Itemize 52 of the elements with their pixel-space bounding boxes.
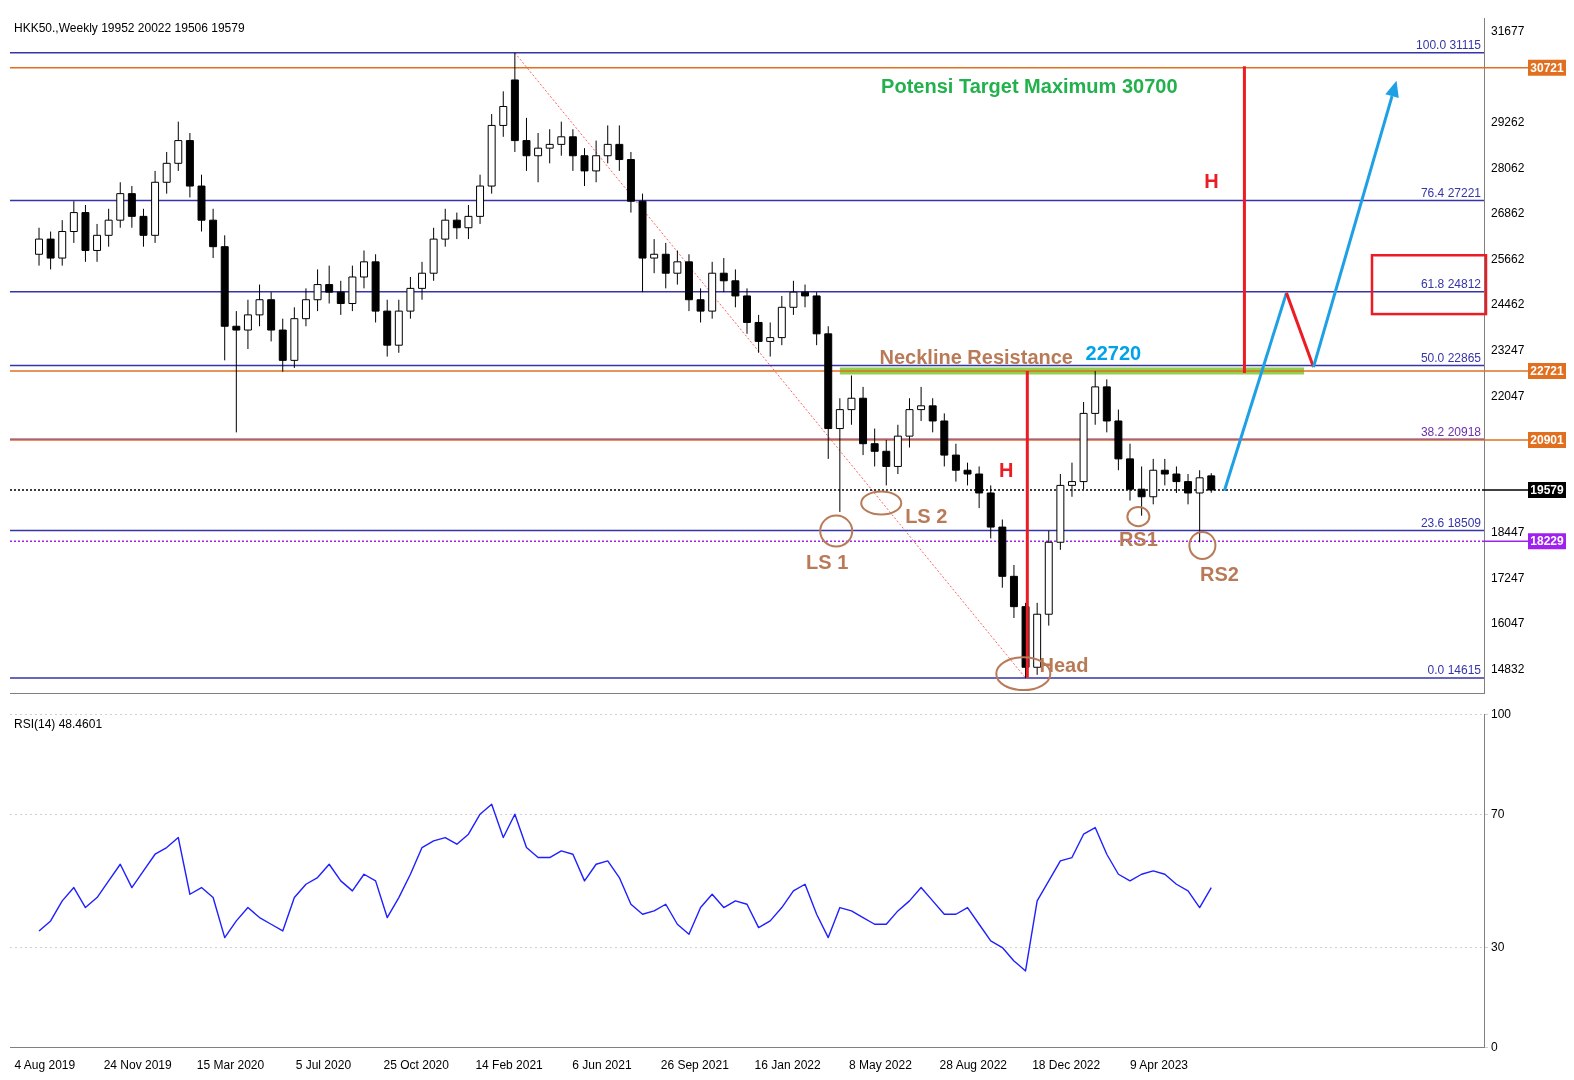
annotation: H: [999, 458, 1014, 481]
ref-line-label: 22721: [1530, 364, 1565, 379]
ref-line-label: 61.8 24812: [1420, 277, 1482, 292]
y-tick-label: 16047: [1491, 616, 1525, 631]
annotation: LS 2: [905, 505, 948, 528]
ref-line-label: 100.0 31115: [1416, 38, 1482, 53]
annotation: Potensi Target Maximum 30700: [881, 75, 1178, 98]
x-tick-label: 9 Apr 2023: [1129, 1058, 1189, 1073]
x-tick-label: 25 Oct 2020: [383, 1058, 450, 1073]
ref-line-label: 0.0 14615: [1427, 663, 1482, 678]
y-tick-label: 30: [1491, 939, 1505, 954]
ref-line-label: 76.4 27221: [1420, 185, 1482, 200]
y-tick-label: 26862: [1491, 206, 1525, 221]
annotation: 22720: [1085, 342, 1142, 365]
annotation: H: [1204, 169, 1219, 192]
y-tick-label: 28062: [1491, 160, 1525, 175]
ref-line-label: 30721: [1530, 61, 1565, 76]
x-tick-label: 6 Jun 2021: [572, 1058, 632, 1073]
x-tick-label: 14 Feb 2021: [475, 1058, 544, 1073]
x-tick-label: 16 Jan 2022: [754, 1058, 821, 1073]
annotation: RS1: [1118, 528, 1158, 551]
annotation: LS 1: [806, 551, 849, 574]
y-tick-label: 25662: [1491, 251, 1525, 266]
x-tick-label: 4 Aug 2019: [14, 1058, 76, 1073]
y-tick-label: 29262: [1491, 115, 1525, 130]
x-tick-label: 5 Jul 2020: [295, 1058, 352, 1073]
ref-line-label: 38.2 20918: [1420, 424, 1482, 439]
y-tick-label: 22047: [1491, 388, 1525, 403]
ref-line-label: 20901: [1530, 433, 1565, 448]
x-tick-label: 24 Nov 2019: [103, 1058, 173, 1073]
annotation: RS2: [1199, 562, 1239, 585]
ref-line-label: 18229: [1530, 534, 1565, 549]
y-tick-label: 31677: [1491, 23, 1525, 38]
y-tick-label: 23247: [1491, 343, 1525, 358]
y-tick-label: 100: [1491, 706, 1512, 721]
chart-title: HKK50.,Weekly 19952 20022 19506 19579: [14, 20, 245, 35]
ref-line-label: 23.6 18509: [1420, 515, 1482, 530]
y-tick-label: 14832: [1491, 662, 1525, 677]
ref-line-label: 50.0 22865: [1420, 350, 1482, 365]
x-tick-label: 8 May 2022: [849, 1058, 913, 1073]
ref-line-label: 19579: [1530, 483, 1565, 498]
y-tick-label: 70: [1491, 806, 1505, 821]
y-tick-label: 24462: [1491, 297, 1525, 312]
x-tick-label: 26 Sep 2021: [660, 1058, 730, 1073]
y-tick-label: 18447: [1491, 525, 1525, 540]
chart-title: RSI(14) 48.4601: [14, 716, 103, 731]
y-tick-label: 0: [1491, 1039, 1498, 1054]
x-tick-label: 28 Aug 2022: [939, 1058, 1008, 1073]
x-tick-label: 15 Mar 2020: [196, 1058, 265, 1073]
y-tick-label: 17247: [1491, 570, 1525, 585]
annotation: Neckline Resistance: [879, 346, 1073, 369]
x-tick-label: 18 Dec 2022: [1032, 1058, 1101, 1073]
